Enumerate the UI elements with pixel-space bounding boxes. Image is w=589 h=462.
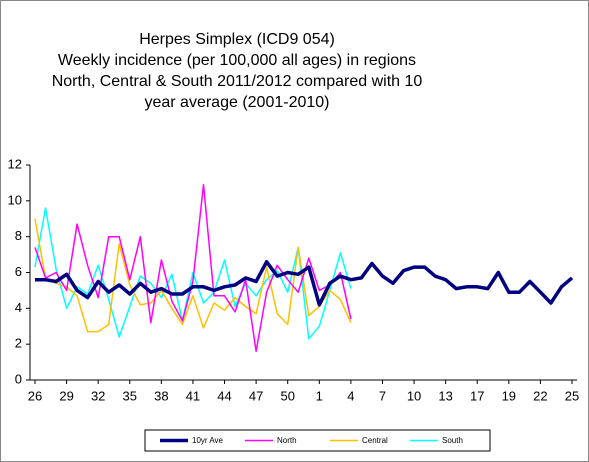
chart-title: Weekly incidence (per 100,000 all ages) … [58,52,416,69]
x-tick-label: 50 [280,388,294,403]
x-tick-label: 17 [470,388,484,403]
x-tick-label: 47 [249,388,263,403]
x-tick-label: 44 [217,388,231,403]
legend-label: North [277,436,297,445]
y-tick-label: 10 [8,192,22,207]
y-tick-label: 12 [8,156,22,171]
y-tick-label: 6 [15,264,22,279]
x-tick-label: 35 [123,388,137,403]
legend-label: 10yr Ave [192,436,224,445]
y-tick-label: 0 [15,371,22,386]
legend-box [144,429,491,452]
x-tick-label: 22 [533,388,547,403]
series-line [34,218,352,333]
legend-label: South [442,436,463,445]
x-tick-label: 10 [407,388,421,403]
chart-title: year average (2001-2010) [144,94,329,111]
x-tick-label: 41 [186,388,200,403]
x-tick-label: 19 [502,388,516,403]
x-tick-label: 29 [59,388,73,403]
x-tick-label: 4 [347,388,354,403]
series-line [34,183,352,353]
x-tick-label: 32 [91,388,105,403]
x-tick-label: 7 [379,388,386,403]
series-line [35,260,574,307]
y-tick-label: 2 [15,336,22,351]
y-tick-label: 4 [15,300,22,315]
x-tick-label: 1 [316,388,323,403]
x-tick-label: 25 [565,388,579,403]
x-tick-label: 38 [154,388,168,403]
y-tick-label: 8 [15,228,22,243]
x-tick-label: 26 [28,388,42,403]
x-tick-label: 13 [438,388,452,403]
legend-label: Central [362,436,388,445]
chart-title: North, Central & South 2011/2012 compare… [52,73,423,90]
chart-title: Herpes Simplex (ICD9 054) [139,31,335,48]
